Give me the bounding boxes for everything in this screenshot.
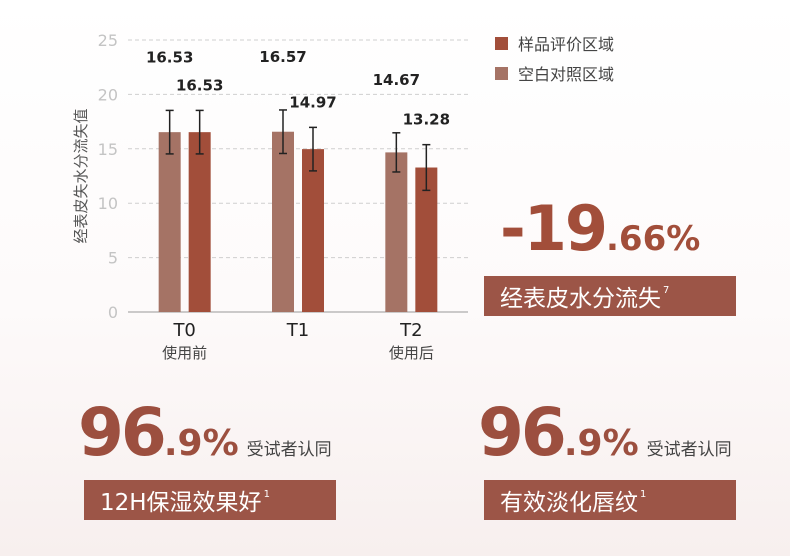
x-tick-label: T2 (399, 320, 422, 341)
left-caption-banner: 12H保湿效果好 1 (84, 480, 336, 520)
legend-swatch-sample (495, 36, 508, 50)
x-tick-label: T0 (172, 320, 195, 341)
bar-blank (158, 132, 181, 312)
right-percent-decimal: .9% (563, 423, 639, 464)
chart-legend: 样品评价区域 空白对照区域 (495, 28, 614, 88)
left-caption: 12H保湿效果好 (100, 490, 262, 516)
y-tick-label: 10 (98, 194, 118, 213)
right-caption-banner: 有效淡化唇纹 1 (484, 480, 736, 520)
left-footnote: 1 (263, 488, 270, 500)
data-label: 16.53 (176, 76, 223, 94)
left-percent-main: 96 (78, 394, 167, 471)
x-tick-sublabel: 使用前 (162, 344, 207, 362)
reduction-dash: - (500, 192, 526, 265)
y-tick-label: 25 (98, 31, 118, 50)
bar-blank (385, 152, 408, 312)
left-percent-stat: 96.9% 受试者认同 (78, 400, 332, 466)
bar-sample (188, 132, 211, 312)
reduction-stat: -19.66% (500, 198, 700, 260)
legend-label-blank: 空白对照区域 (518, 65, 615, 84)
y-tick-label: 20 (98, 85, 118, 104)
data-label: 13.28 (403, 111, 450, 129)
x-tick-sublabel: 使用后 (389, 344, 434, 362)
data-label: 14.97 (289, 93, 336, 111)
data-label: 16.53 (146, 48, 193, 66)
right-percent-stat: 96.9% 受试者认同 (478, 400, 732, 466)
legend-swatch-blank (495, 66, 508, 80)
bar-chart: 0 5 10 15 20 25 经表皮失水分流失值 16.53 16.53 T0 使用前 16.57 1… (72, 31, 468, 362)
right-percent-main: 96 (478, 394, 567, 471)
bar-sample (302, 149, 324, 312)
left-percent-note: 受试者认同 (246, 440, 332, 460)
y-tick-label: 0 (108, 303, 118, 322)
reduction-caption-banner: 经表皮水分流失 7 (484, 276, 736, 316)
data-label: 14.67 (373, 71, 420, 89)
y-tick-label: 15 (98, 140, 118, 159)
right-percent-note: 受试者认同 (646, 440, 732, 460)
left-percent-decimal: .9% (163, 423, 239, 464)
legend-item-sample: 样品评价区域 (495, 28, 614, 58)
reduction-footnote: 7 (663, 284, 670, 296)
reduction-decimal: .66% (606, 219, 701, 259)
x-tick-label: T1 (286, 320, 309, 341)
reduction-main: 19 (523, 192, 608, 265)
y-axis-label: 经表皮失水分流失值 (72, 108, 90, 243)
y-tick-label: 5 (108, 249, 118, 268)
reduction-caption: 经表皮水分流失 (500, 286, 661, 312)
legend-item-blank: 空白对照区域 (495, 58, 614, 88)
data-label: 16.57 (259, 48, 306, 66)
legend-label-sample: 样品评价区域 (518, 35, 615, 54)
right-caption: 有效淡化唇纹 (500, 490, 638, 516)
bar-sample (415, 167, 438, 312)
bar-blank (272, 131, 294, 312)
right-footnote: 1 (640, 488, 647, 500)
